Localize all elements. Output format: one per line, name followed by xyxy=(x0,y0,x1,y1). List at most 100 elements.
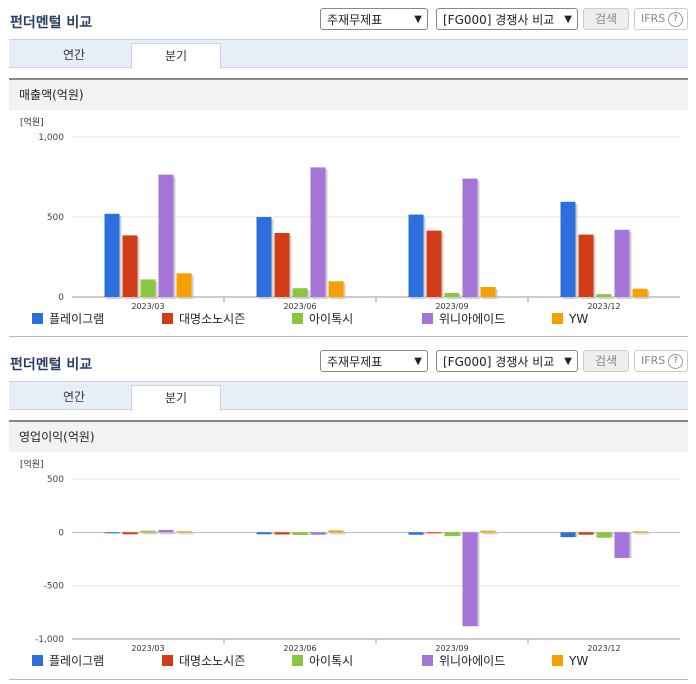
legend-label: 대명소노시즌 xyxy=(179,654,246,668)
bar-shadow xyxy=(178,533,194,535)
bar xyxy=(274,532,290,535)
bar xyxy=(176,273,192,297)
legend-item[interactable]: 위니아에이드 xyxy=(422,311,505,327)
legend-swatch xyxy=(32,655,43,666)
chevron-down-icon: ▼ xyxy=(414,356,422,367)
bar xyxy=(596,294,612,297)
bar xyxy=(480,287,496,297)
divider xyxy=(9,679,688,680)
x-tick-label: 2023/09 xyxy=(435,302,468,310)
search-button[interactable]: 검색 xyxy=(583,8,629,30)
bar xyxy=(256,217,272,297)
legend-swatch xyxy=(292,655,303,666)
help-icon[interactable]: ? xyxy=(668,354,683,369)
bar xyxy=(480,530,496,533)
bar xyxy=(408,532,424,535)
bar xyxy=(614,229,630,297)
legend-item[interactable]: 대명소노시즌 xyxy=(162,311,245,327)
bar xyxy=(310,532,326,535)
bar-shadow xyxy=(482,532,498,535)
statement-select-value: 주재무제표 xyxy=(327,13,383,27)
bar xyxy=(444,532,460,537)
tab-annual[interactable]: 연간 xyxy=(62,48,86,62)
bar xyxy=(596,532,612,538)
revenue-panel: 펀더멘털 비교 주재무제표 ▼ [FG000] 경쟁사 비교 ▼ 검색 IFRS… xyxy=(9,8,688,337)
legend-swatch xyxy=(552,655,563,666)
y-tick-label: 0 xyxy=(58,293,64,303)
bar xyxy=(578,234,594,297)
legend-label: 위니아에이드 xyxy=(439,312,506,326)
legend-item[interactable]: 플레이그램 xyxy=(32,653,104,669)
x-tick-label: 2023/06 xyxy=(283,644,316,652)
bar xyxy=(104,532,120,534)
revenue-chart: [억원] 0 500 1,000 2023/03 2023/06 2023/09 2023/1… xyxy=(20,116,680,310)
bar xyxy=(274,233,290,297)
bar xyxy=(122,235,138,297)
bar xyxy=(560,532,576,538)
chart-legend: 플레이그램 대명소노시즌 아이톡시 위니아에이드 YW xyxy=(32,653,672,671)
legend-item[interactable]: 위니아에이드 xyxy=(422,653,505,669)
x-tick-label: 2023/09 xyxy=(435,644,468,652)
bar xyxy=(328,530,344,533)
section-title: 영업이익(억원) xyxy=(9,420,688,452)
unit-label: [억원] xyxy=(20,116,44,128)
chevron-down-icon: ▼ xyxy=(414,14,422,25)
peer-group-select[interactable]: [FG000] 경쟁사 비교 ▼ xyxy=(436,350,578,372)
ifrs-button[interactable]: IFRS ? xyxy=(634,8,688,30)
bar xyxy=(122,532,138,535)
bar xyxy=(462,532,478,627)
panel-title: 펀더멘털 비교 xyxy=(10,15,93,31)
bar xyxy=(256,532,272,535)
legend-item[interactable]: 아이톡시 xyxy=(292,311,353,327)
bar xyxy=(140,530,156,533)
peer-group-select[interactable]: [FG000] 경쟁사 비교 ▼ xyxy=(436,8,578,30)
divider xyxy=(9,336,688,337)
bar xyxy=(310,167,326,297)
chart-legend: 플레이그램 대명소노시즌 아이톡시 위니아에이드 YW xyxy=(32,311,672,329)
legend-label: 위니아에이드 xyxy=(439,654,506,668)
chevron-down-icon: ▼ xyxy=(564,14,572,25)
legend-label: YW xyxy=(569,654,589,668)
bar xyxy=(292,532,308,535)
bar xyxy=(560,201,576,297)
legend-swatch xyxy=(162,655,173,666)
legend-item[interactable]: 플레이그램 xyxy=(32,311,104,327)
tab-annual[interactable]: 연간 xyxy=(62,390,86,404)
ifrs-button[interactable]: IFRS ? xyxy=(634,350,688,372)
operating-profit-chart: [억원] -1,000 -500 0 500 2023/03 2023/06 2023/09 2… xyxy=(20,458,680,652)
bar-shadow xyxy=(634,533,650,535)
bar xyxy=(632,288,648,297)
legend-item[interactable]: YW xyxy=(552,311,588,327)
help-icon[interactable]: ? xyxy=(668,12,683,27)
legend-item[interactable]: 아이톡시 xyxy=(292,653,353,669)
legend-swatch xyxy=(32,313,43,324)
bar xyxy=(462,178,478,297)
bar xyxy=(140,279,156,297)
legend-swatch xyxy=(422,655,433,666)
bar xyxy=(104,213,120,297)
bar xyxy=(426,532,442,534)
section-title: 매출액(억원) xyxy=(9,78,688,110)
legend-label: 아이톡시 xyxy=(309,312,354,326)
legend-item[interactable]: 대명소노시즌 xyxy=(162,653,245,669)
bar xyxy=(408,214,424,297)
search-button[interactable]: 검색 xyxy=(583,350,629,372)
tab-quarterly[interactable]: 분기 xyxy=(131,43,221,69)
legend-label: 아이톡시 xyxy=(309,654,354,668)
statement-select[interactable]: 주재무제표 ▼ xyxy=(320,350,428,372)
bar xyxy=(158,174,174,297)
peer-group-select-value: [FG000] 경쟁사 비교 xyxy=(443,355,555,369)
x-tick-label: 2023/12 xyxy=(587,302,620,310)
legend-item[interactable]: YW xyxy=(552,653,588,669)
tab-quarterly[interactable]: 분기 xyxy=(131,385,221,411)
statement-select[interactable]: 주재무제표 ▼ xyxy=(320,8,428,30)
legend-swatch xyxy=(292,313,303,324)
operating-profit-panel: 펀더멘털 비교 주재무제표 ▼ [FG000] 경쟁사 비교 ▼ 검색 IFRS… xyxy=(0,342,696,684)
bar xyxy=(426,230,442,297)
bar-shadow xyxy=(142,532,158,535)
y-tick-label: 1,000 xyxy=(38,133,64,143)
bar xyxy=(578,532,594,535)
legend-swatch xyxy=(552,313,563,324)
legend-swatch xyxy=(162,313,173,324)
bar xyxy=(176,531,192,533)
